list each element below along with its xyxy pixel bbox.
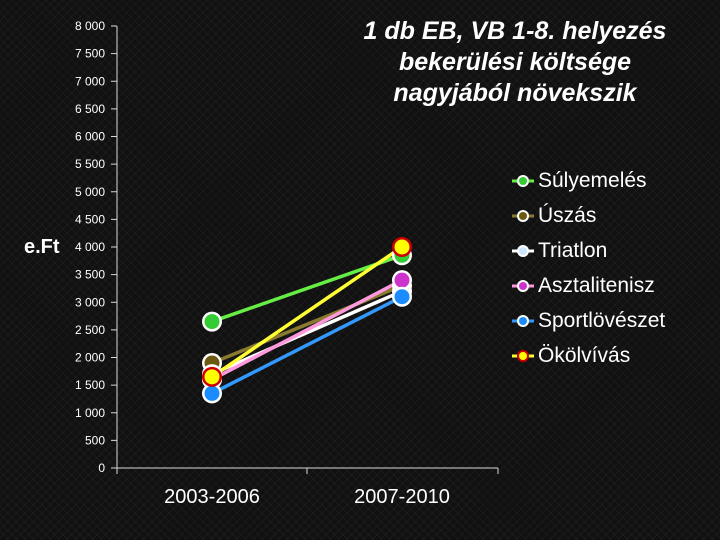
legend-swatch <box>512 314 534 327</box>
legend-item: Triatlon <box>510 233 665 268</box>
legend-swatch <box>512 349 534 362</box>
legend-label: Súlyemelés <box>538 168 647 192</box>
series-points <box>202 237 412 404</box>
legend-label: Úszás <box>538 203 597 227</box>
y-tick-label: 1 500 <box>75 378 105 392</box>
chart-title-line: bekerülési költsége <box>398 48 632 76</box>
y-tick-label: 5 000 <box>75 185 105 199</box>
data-point <box>204 369 220 385</box>
legend-swatch-dot <box>519 246 527 255</box>
legend-label: Asztalitenisz <box>538 273 655 297</box>
y-tick-label: 4 000 <box>75 240 105 254</box>
y-tick-label: 3 000 <box>75 295 105 309</box>
legend-swatch-dot <box>519 211 527 220</box>
legend-swatch <box>512 174 534 187</box>
legend-swatch-dot <box>519 281 527 290</box>
x-tick-labels: 2003-2006 2007-2010 <box>164 486 450 508</box>
legend: Súlyemelés Úszás Triatlon Asztalitenisz Spor… <box>510 163 665 373</box>
series-line <box>211 289 403 376</box>
series-line <box>211 245 403 379</box>
y-tick-label: 6 500 <box>75 102 105 116</box>
data-point <box>394 289 410 305</box>
series-line <box>211 253 403 324</box>
data-point <box>394 272 410 288</box>
data-point <box>204 314 220 330</box>
y-tick-label: 8 000 <box>75 19 105 33</box>
legend-swatch <box>512 279 534 292</box>
x-tick-label: 2003-2006 <box>164 486 260 508</box>
chart-title-line: nagyjából növekszik <box>393 79 637 107</box>
legend-item: Úszás <box>510 198 665 233</box>
y-tick-label: 500 <box>85 433 105 447</box>
data-point <box>394 239 410 255</box>
legend-swatch <box>512 244 534 257</box>
y-tick-label: 7 000 <box>75 74 105 88</box>
series-line <box>211 284 403 365</box>
y-tick-label: 5 500 <box>75 157 105 171</box>
legend-label: Triatlon <box>538 238 608 262</box>
y-tick-label: 0 <box>98 461 105 475</box>
legend-swatch <box>512 209 534 222</box>
chart-title: 1 db EB, VB 1-8. helyezés bekerülési köl… <box>330 16 700 109</box>
legend-swatch-dot <box>519 351 527 360</box>
legend-label: Ökölvívás <box>538 343 631 367</box>
y-tick-label: 4 500 <box>75 212 105 226</box>
legend-swatch-dot <box>519 176 527 185</box>
series-line <box>211 295 403 395</box>
y-tick-label: 2 500 <box>75 323 105 337</box>
axes <box>111 25 499 474</box>
y-tick-label: 2 000 <box>75 351 105 365</box>
legend-item: Súlyemelés <box>510 163 665 198</box>
legend-label: Sportlövészet <box>538 308 666 332</box>
data-point <box>204 385 220 401</box>
chart-title-line: 1 db EB, VB 1-8. helyezés <box>363 17 667 45</box>
series-line <box>211 278 403 382</box>
legend-item: Asztalitenisz <box>510 268 665 303</box>
legend-swatch-dot <box>519 316 527 325</box>
y-tick-label: 3 500 <box>75 268 105 282</box>
legend-item: Sportlövészet <box>510 303 665 338</box>
y-tick-label: 1 000 <box>75 406 105 420</box>
y-tick-label: 7 500 <box>75 47 105 61</box>
y-axis-label: e.Ft <box>24 236 60 258</box>
y-tick-label: 6 000 <box>75 130 105 144</box>
series-lines <box>211 245 403 395</box>
x-tick-label: 2007-2010 <box>354 486 450 508</box>
y-tick-labels: 0 500 1 000 1 500 2 000 2 500 3 000 3 500 4 000 4… <box>75 19 105 475</box>
legend-item: Ökölvívás <box>510 338 665 373</box>
